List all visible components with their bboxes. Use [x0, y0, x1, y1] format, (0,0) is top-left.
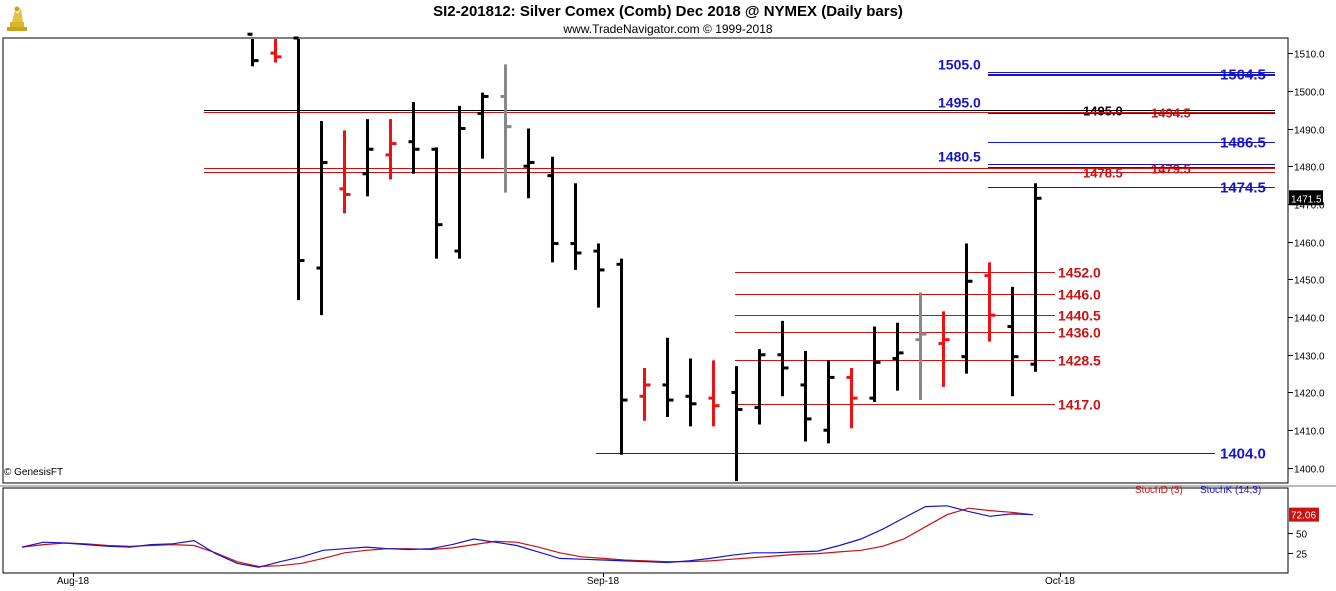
last-price-box: [1289, 190, 1323, 206]
price-axis-label: 1440.0: [1294, 314, 1325, 325]
ohlc-bar: [616, 258, 628, 455]
price-axis-label: 1420.0: [1294, 389, 1325, 400]
x-axis-label: Aug-18: [57, 576, 90, 587]
stoch-d-line: [21, 507, 1034, 568]
ohlc-bar: [892, 322, 904, 391]
ohlc-bar: [984, 262, 996, 342]
last-price-label: 1471.5: [1291, 194, 1322, 205]
stoch-last-box: [1289, 507, 1319, 522]
chart-header: SI2-201812: Silver Comex (Comb) Dec 2018…: [0, 0, 1336, 38]
price-axis-label: 1460.0: [1294, 239, 1325, 250]
stochastic-panel-frame: [2, 487, 1289, 574]
price-axis-label: 1470.0: [1294, 201, 1325, 212]
price-axis-label: 1480.0: [1294, 163, 1325, 174]
ohlc-bar: [385, 119, 397, 180]
ohlc-bar: [846, 367, 858, 429]
stoch-k-line: [21, 505, 1034, 568]
ohlc-bar: [547, 156, 559, 263]
level-label: 1428.5: [1058, 353, 1101, 369]
ohlc-bar: [293, 36, 305, 301]
level-label: 1446.0: [1058, 287, 1101, 303]
ohlc-bar: [1007, 286, 1019, 397]
ohlc-bar: [431, 147, 443, 259]
stoch-k-legend: StochK (14,3): [1200, 485, 1261, 496]
x-axis-label: Oct-18: [1045, 576, 1075, 587]
level-label: 1440.5: [1058, 308, 1101, 324]
bull-bear-statue-icon: [4, 3, 30, 33]
level-label: 1478.5: [1083, 166, 1123, 181]
price-axis-label: 1510.0: [1294, 50, 1325, 61]
level-label: 1452.0: [1058, 265, 1101, 281]
ohlc-bar: [662, 337, 674, 418]
ohlc-bar: [639, 367, 651, 421]
ohlc-bar: [800, 351, 812, 442]
level-label: 1480.5: [938, 149, 981, 165]
level-label: 1474.5: [1220, 180, 1266, 197]
price-axis-label: 1430.0: [1294, 352, 1325, 363]
ohlc-bar: [731, 366, 743, 482]
ohlc-bar: [777, 320, 789, 397]
level-label: 1417.0: [1058, 397, 1101, 413]
ohlc-bar: [961, 243, 973, 374]
ohlc-bar: [938, 311, 950, 387]
price-axis-label: 1450.0: [1294, 276, 1325, 287]
price-axis-label: 1490.0: [1294, 126, 1325, 137]
ohlc-bar: [869, 326, 881, 402]
x-axis-label: Sep-18: [587, 576, 620, 587]
stoch-d-legend: StochD (3): [1135, 485, 1183, 496]
ohlc-bar: [685, 358, 697, 427]
ohlc-bar: [523, 128, 535, 199]
ohlc-bar: [270, 39, 282, 63]
ohlc-bar: [754, 349, 766, 425]
ohlc-bar: [454, 105, 466, 259]
ohlc-bar: [362, 119, 374, 197]
ohlc-bar: [1030, 183, 1042, 372]
price-axis-label: 1410.0: [1294, 427, 1325, 438]
level-label: 1495.0: [1083, 104, 1123, 119]
stoch-last-label: 72.06: [1291, 511, 1316, 522]
ohlc-bar: [593, 243, 605, 308]
ohlc-bar: [708, 360, 720, 427]
ohlc-bar: [408, 102, 420, 174]
ohlc-bar: [500, 64, 512, 193]
ohlc-bar: [477, 92, 489, 159]
ohlc-bar: [915, 292, 927, 401]
ohlc-bar: [570, 183, 582, 270]
level-label: 1495.0: [938, 95, 981, 111]
stoch-axis-label: 25: [1296, 550, 1308, 561]
chart-subtitle: www.TradeNavigator.com © 1999-2018: [563, 22, 773, 36]
ohlc-bar: [339, 130, 351, 214]
chart-title: SI2-201812: Silver Comex (Comb) Dec 2018…: [433, 3, 903, 20]
ohlc-bar: [823, 360, 835, 444]
stoch-axis-label: 50: [1296, 530, 1308, 541]
level-label: 1436.0: [1058, 325, 1101, 341]
level-label: 1486.5: [1220, 135, 1266, 152]
ohlc-bar: [316, 120, 328, 316]
level-label: 1404.0: [1220, 446, 1266, 463]
level-label: 1505.0: [938, 57, 981, 73]
price-axis-label: 1400.0: [1294, 465, 1325, 476]
price-axis-label: 1500.0: [1294, 88, 1325, 99]
ohlc-bar: [247, 32, 259, 67]
copyright-label: © GenesisFT: [4, 467, 64, 478]
level-label: 1479.5: [1151, 162, 1191, 177]
